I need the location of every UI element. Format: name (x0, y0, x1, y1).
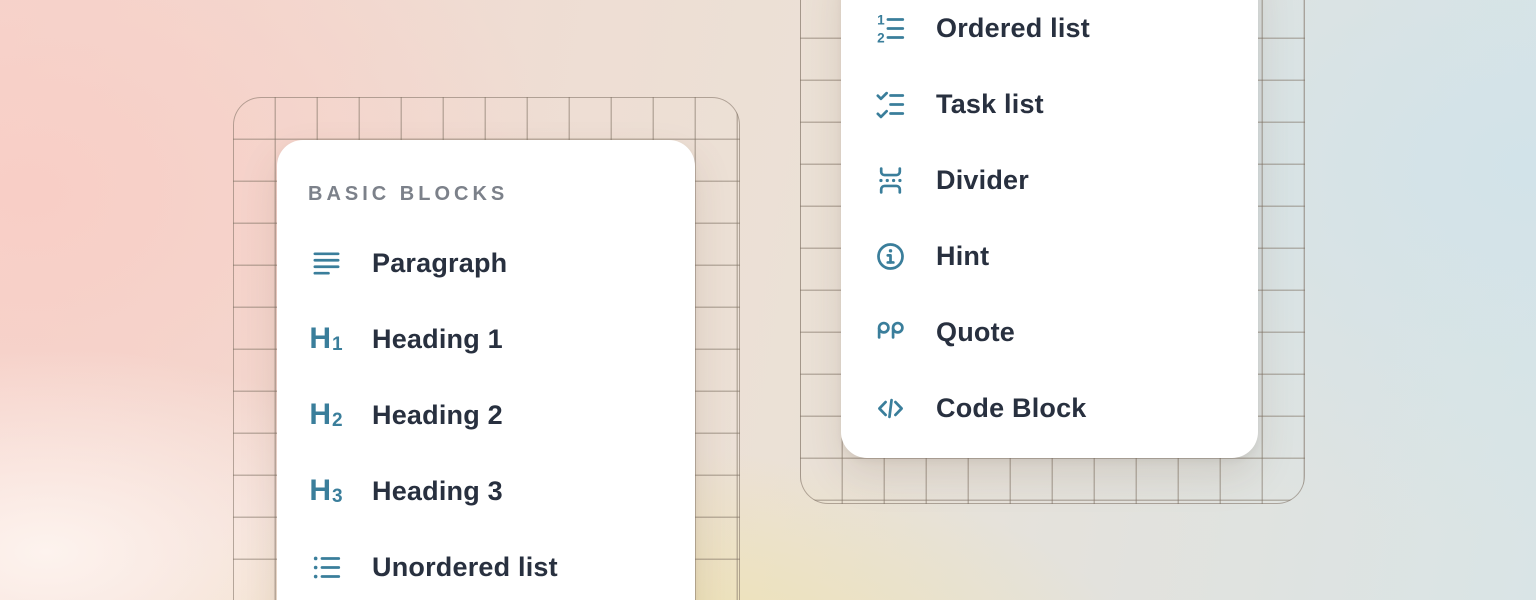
code-block-icon (872, 390, 908, 426)
menu-item-label: Heading 3 (372, 475, 503, 506)
menu-item-label: Quote (936, 316, 1015, 347)
paragraph-icon (308, 245, 344, 281)
menu-item-hint[interactable]: Hint (872, 218, 1258, 294)
menu-item-code-block[interactable]: Code Block (872, 370, 1258, 446)
menu-item-label: Divider (936, 164, 1029, 195)
svg-text:2: 2 (877, 30, 885, 44)
menu-item-label: Heading 1 (372, 323, 503, 354)
quote-icon (872, 314, 908, 350)
menu-item-label: Hint (936, 240, 990, 271)
svg-text:1: 1 (877, 13, 885, 27)
menu-item-task-list[interactable]: Task list (872, 66, 1258, 142)
menu-item-label: Unordered list (372, 551, 558, 582)
blocks-panel-right: 1 2 Ordered list Task list (841, 0, 1258, 458)
task-list-icon (872, 86, 908, 122)
unordered-list-icon (308, 549, 344, 585)
menu-item-unordered-list[interactable]: Unordered list (308, 529, 695, 600)
menu-item-label: Heading 2 (372, 399, 503, 430)
menu-item-label: Task list (936, 88, 1044, 119)
section-label: BASIC BLOCKS (308, 183, 509, 205)
menu-item-label: Code Block (936, 392, 1087, 423)
menu-item-quote[interactable]: Quote (872, 294, 1258, 370)
menu-item-label: Paragraph (372, 247, 508, 278)
menu-item-paragraph[interactable]: Paragraph (308, 225, 695, 301)
menu-item-ordered-list[interactable]: 1 2 Ordered list (872, 0, 1258, 66)
divider-icon (872, 162, 908, 198)
hint-icon (872, 238, 908, 274)
menu-item-label: Ordered list (936, 12, 1090, 43)
ordered-list-icon: 1 2 (872, 10, 908, 46)
menu-item-divider[interactable]: Divider (872, 142, 1258, 218)
